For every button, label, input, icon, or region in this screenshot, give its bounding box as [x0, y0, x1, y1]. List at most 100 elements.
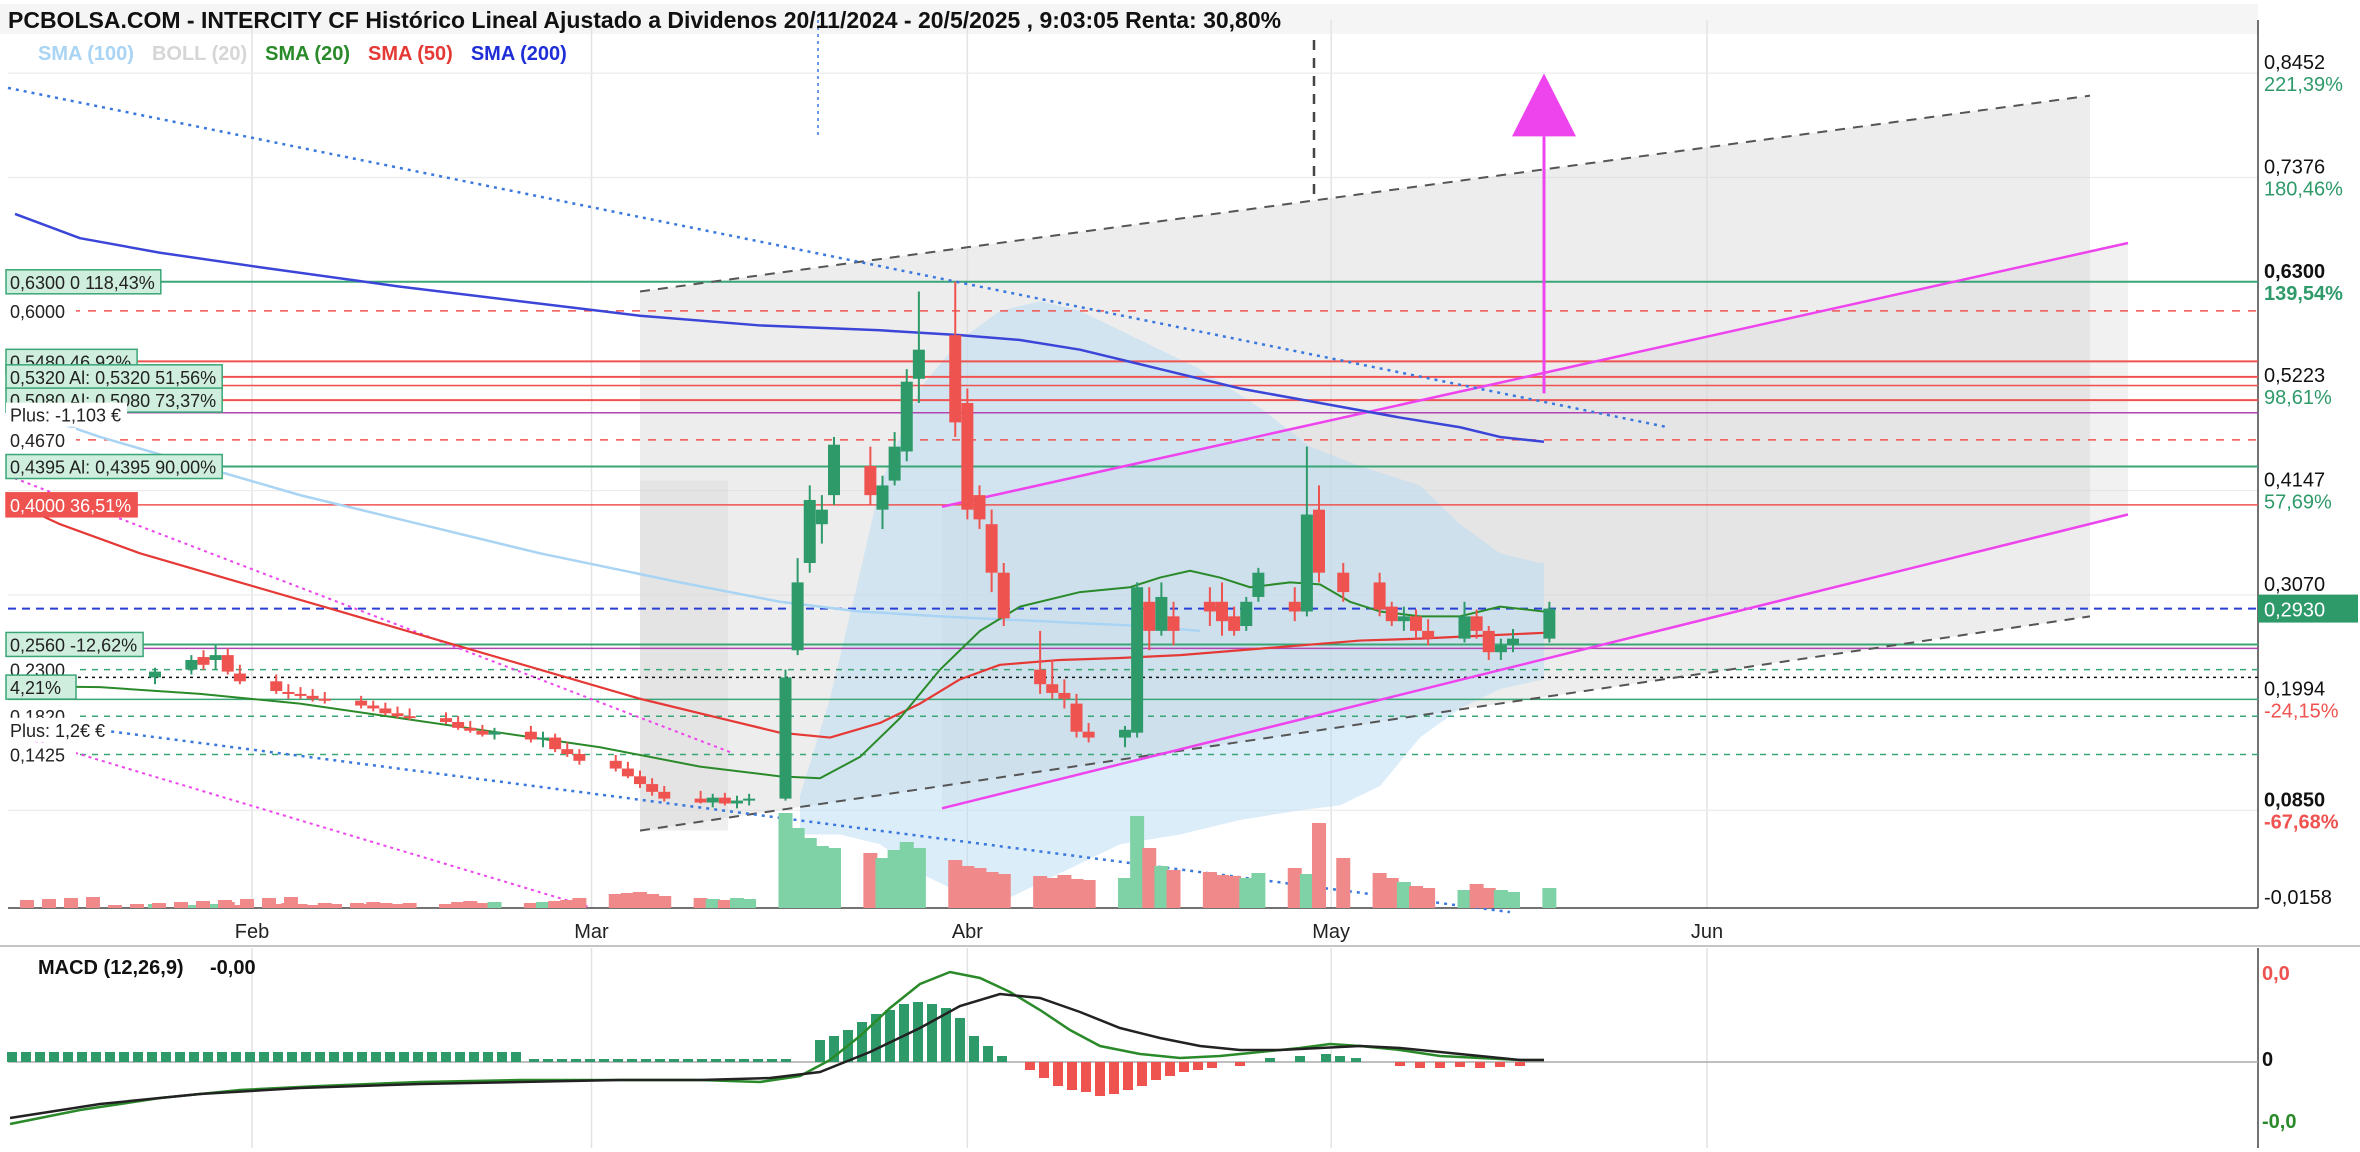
- volume-bar: [208, 904, 223, 908]
- candle-body: [1288, 601, 1301, 612]
- last-price-text: 0,2930: [2264, 600, 2325, 622]
- candle-body: [537, 737, 549, 740]
- volume-bar: [184, 905, 199, 908]
- candle-body: [1046, 684, 1059, 693]
- macd-histogram-bar: [885, 1010, 895, 1062]
- candle-body: [791, 582, 804, 651]
- macd-histogram-bar: [1081, 1062, 1091, 1092]
- volume-bar: [64, 898, 78, 908]
- volume-bar: [620, 893, 635, 908]
- macd-histogram-bar: [711, 1059, 721, 1062]
- legend-item: SMA (50): [368, 43, 453, 65]
- candle-body: [961, 403, 974, 510]
- macd-histogram-bar: [1025, 1062, 1035, 1070]
- volume-bar: [827, 848, 841, 908]
- volume-bar: [899, 842, 914, 908]
- macd-histogram-bar: [683, 1059, 693, 1062]
- macd-histogram-bar: [203, 1052, 213, 1062]
- macd-histogram-bar: [1193, 1062, 1203, 1070]
- percent-axis-label: 221,39%: [2264, 74, 2343, 96]
- candles: [149, 281, 1556, 809]
- price-axis-label: -0,0158: [2264, 887, 2332, 909]
- left-level-label: Plus: 1,2€ €: [10, 721, 105, 741]
- candle-body: [621, 768, 634, 777]
- macd-histogram-bar: [1495, 1062, 1505, 1067]
- candle-body: [1482, 630, 1495, 653]
- macd-axis-bottom: -0,0: [2262, 1111, 2296, 1133]
- candle-body: [1216, 601, 1228, 622]
- macd-histogram-bar: [217, 1052, 227, 1062]
- candle-body: [828, 444, 840, 496]
- candle-body: [306, 695, 319, 699]
- left-level-box: [6, 742, 76, 767]
- candle-body: [888, 446, 901, 481]
- labels: Feb Mar Abr May Jun SMA (100) BOLL (20) SMA (20…: [5, 43, 2358, 943]
- macd-histogram-bar: [175, 1052, 185, 1062]
- macd-histogram-bar: [119, 1052, 129, 1062]
- macd-histogram-bar: [1109, 1062, 1119, 1094]
- candle-body: [294, 693, 307, 696]
- volume-bar: [536, 902, 550, 908]
- volume-bar: [717, 900, 732, 908]
- macd-histogram-bar: [543, 1059, 553, 1062]
- volume-bar: [196, 901, 210, 908]
- left-level-box: [5, 631, 144, 658]
- volume-bar: [972, 868, 987, 908]
- macd-histogram-bar: [571, 1059, 581, 1062]
- volume-bar: [350, 903, 364, 908]
- left-level-label: 0,5320 Al: 0,5320 51,56%: [10, 368, 216, 388]
- volume-bar: [730, 898, 744, 908]
- candle-body: [1507, 638, 1519, 646]
- macd-axis-top: 0,0: [2262, 963, 2290, 985]
- candle-body: [1373, 582, 1386, 610]
- macd-histogram-bar: [955, 1018, 965, 1062]
- volume-bar: [1312, 823, 1326, 908]
- volume-bar: [693, 898, 708, 908]
- macd-histogram-bar: [329, 1052, 339, 1062]
- macd-histogram-bar: [469, 1052, 479, 1062]
- volume-bar: [262, 898, 276, 908]
- percent-axis-label: 139,54%: [2264, 283, 2343, 305]
- left-level-label: 0,6000: [10, 302, 65, 322]
- macd-histogram-bar: [1235, 1062, 1245, 1066]
- macd-histogram-bar: [1123, 1062, 1133, 1090]
- left-level-box: [5, 453, 223, 480]
- volume-bar: [802, 838, 817, 908]
- candle-body: [1422, 630, 1435, 639]
- macd-histogram-bar: [815, 1040, 825, 1062]
- chart-title: PCBOLSA.COM - INTERCITY CF Histórico Lin…: [8, 7, 1281, 33]
- candle-body: [1397, 616, 1410, 622]
- macd-histogram-bar: [21, 1052, 31, 1062]
- macd-histogram-bar: [739, 1059, 749, 1062]
- x-tick-label: Mar: [574, 921, 609, 943]
- macd-histogram-bar: [1137, 1062, 1147, 1086]
- left-level-label: 0,1425: [10, 746, 65, 766]
- macd-histogram-bar: [497, 1052, 507, 1062]
- candle-body: [1458, 616, 1471, 639]
- candle-body: [149, 671, 161, 678]
- macd-histogram-bar: [1295, 1056, 1305, 1062]
- volume-bar: [1166, 870, 1181, 908]
- candle-body: [452, 722, 465, 728]
- volume-bar: [790, 828, 805, 908]
- macd-value: -0,00: [210, 957, 256, 979]
- volume-bar: [548, 901, 563, 908]
- macd-histogram-bar: [767, 1059, 777, 1062]
- candle-body: [1252, 572, 1265, 597]
- volume-bar: [306, 905, 320, 908]
- macd-histogram-bar: [427, 1052, 437, 1062]
- candle-body: [355, 700, 368, 706]
- macd-histogram-bar: [371, 1052, 381, 1062]
- volume-bar: [984, 872, 999, 908]
- left-level-label: 0,6300 0 118,43%: [10, 273, 155, 293]
- volume-bar: [1372, 873, 1387, 908]
- candle-body: [876, 485, 889, 510]
- candle-body: [233, 673, 246, 682]
- candle-body: [1131, 587, 1144, 733]
- candle-body: [1337, 572, 1350, 593]
- volume-bar: [1493, 890, 1508, 908]
- volume-bar: [1142, 848, 1157, 908]
- candle-body: [185, 659, 198, 670]
- macd-histogram-bar: [483, 1052, 493, 1062]
